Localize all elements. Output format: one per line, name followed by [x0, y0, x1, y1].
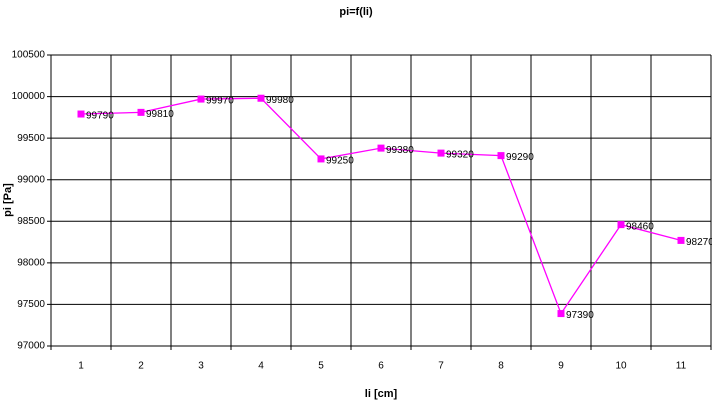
data-label: 99980 — [266, 95, 294, 106]
y-tick-label: 97500 — [17, 299, 45, 310]
chart-title: pi=f(li) — [339, 6, 373, 18]
x-tick-label: 9 — [558, 361, 564, 372]
x-tick-label: 5 — [318, 361, 324, 372]
x-tick-label: 1 — [78, 361, 84, 372]
x-tick-label: 2 — [138, 361, 144, 372]
data-label: 99250 — [326, 156, 354, 167]
marker — [677, 236, 685, 244]
y-tick-label: 100000 — [12, 91, 46, 102]
x-tick-label: 3 — [198, 361, 204, 372]
data-label: 99810 — [146, 109, 174, 120]
data-label: 99970 — [206, 96, 234, 107]
data-label: 97390 — [566, 310, 594, 321]
y-tick-label: 97000 — [17, 341, 45, 352]
marker — [77, 110, 85, 118]
y-tick-label: 98000 — [17, 257, 45, 268]
y-tick-label: 99500 — [17, 133, 45, 144]
marker — [137, 108, 145, 116]
marker — [257, 94, 265, 102]
marker — [437, 149, 445, 157]
data-label: 99380 — [386, 145, 414, 156]
marker — [497, 152, 505, 160]
marker — [377, 144, 385, 152]
y-tick-label: 98500 — [17, 216, 45, 227]
marker — [317, 155, 325, 163]
marker — [617, 221, 625, 229]
x-tick-label: 10 — [615, 361, 627, 372]
x-tick-label: 7 — [438, 361, 444, 372]
data-label: 99790 — [86, 111, 114, 122]
data-label: 99290 — [506, 152, 534, 163]
data-label: 99320 — [446, 150, 474, 161]
data-label: 98460 — [626, 221, 654, 232]
x-tick-label: 4 — [258, 361, 264, 372]
x-axis-label: li [cm] — [365, 388, 398, 400]
x-tick-label: 11 — [676, 361, 687, 372]
data-label: 98270 — [686, 237, 712, 248]
y-tick-label: 99000 — [17, 174, 45, 185]
x-tick-label: 6 — [378, 361, 384, 372]
y-tick-label: 100500 — [12, 50, 46, 61]
marker — [557, 310, 565, 318]
x-tick-label: 8 — [498, 361, 504, 372]
marker — [197, 95, 205, 103]
y-axis-label: pi [Pa] — [2, 183, 14, 217]
